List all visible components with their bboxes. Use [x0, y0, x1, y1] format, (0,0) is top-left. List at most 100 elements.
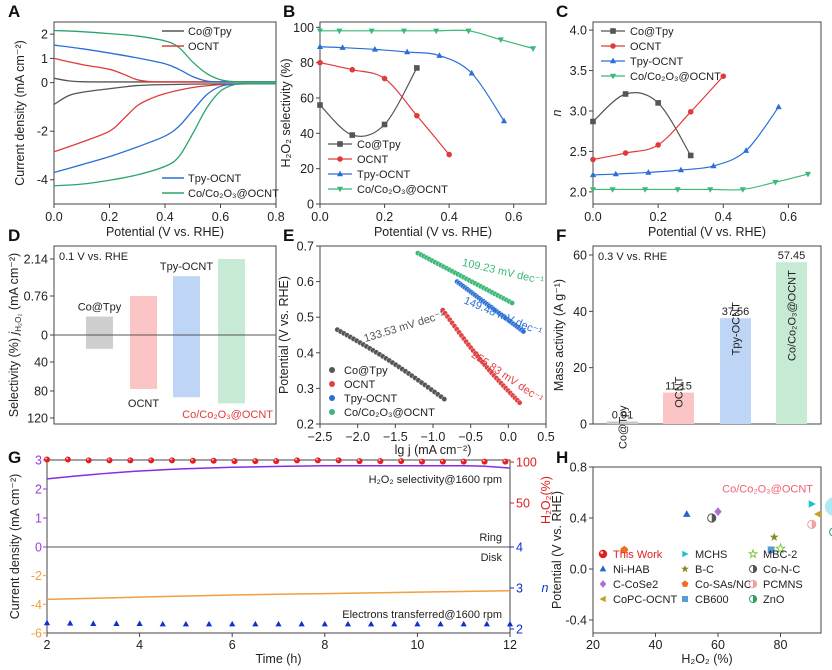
n-point: [414, 620, 421, 627]
x-tick-label: 0.0: [45, 210, 62, 224]
x-tick-label: 0.4: [715, 210, 732, 224]
ring-current-line: [46, 465, 511, 480]
legend-label: ZnO: [763, 594, 785, 606]
data-point: [381, 121, 388, 128]
right-y-tick-label: 2: [516, 623, 523, 637]
n-point: [182, 620, 189, 627]
legend-marker: [609, 73, 617, 80]
bar: [663, 392, 694, 424]
selectivity-point: [148, 457, 155, 464]
x-tick-label: 0.8: [267, 210, 284, 224]
y-tick-label: 4.0: [570, 24, 587, 38]
panel-d-chart: 2.14 0.76 0 40 80 120 0.1 V vs. RHE Co@Tpy OCNT T…: [7, 245, 277, 426]
selectivity-point: [210, 457, 217, 464]
data-point: [381, 75, 388, 82]
y-tick-label: 0: [41, 329, 48, 343]
series-line: [592, 92, 692, 156]
bar: [218, 259, 245, 404]
y-tick-label: 20: [573, 361, 587, 375]
bar: [607, 421, 638, 424]
data-point: [804, 171, 812, 178]
y-tick-label: 3: [35, 454, 42, 468]
y-axis-title: Potential (V vs. RHE): [550, 491, 564, 609]
data-point: [687, 108, 694, 115]
legend-marker: [329, 395, 335, 401]
category-label: Tpy-OCNT: [731, 302, 743, 355]
y-axis-title: Mass activity (A g⁻¹): [552, 279, 566, 391]
panel-label-e: E: [283, 226, 294, 245]
data-point: [813, 510, 822, 518]
y-tick-label: 3.5: [570, 64, 587, 78]
right-y-tick-label: 4: [516, 541, 523, 555]
n-point: [391, 620, 398, 627]
panel-f-chart: 0 20 40 60 Mass activity (A g⁻¹) 0.3 V vs. RH…: [552, 245, 822, 449]
y-tick-label: 0: [35, 541, 42, 555]
legend-label: MBC-2: [763, 549, 797, 561]
legend-label: B-C: [695, 564, 714, 576]
category-label: OCNT: [674, 376, 686, 407]
selectivity-point: [44, 456, 50, 463]
legend-marker: [682, 550, 689, 558]
selectivity-point-highlight: [316, 458, 319, 461]
legend-label: Co@Tpy: [344, 365, 388, 377]
plot-frame: [592, 466, 822, 634]
marker-outline: [829, 527, 832, 537]
n-point: [275, 620, 282, 627]
data-point: [446, 151, 452, 158]
selectivity-point: [189, 457, 196, 464]
data-point: [707, 513, 717, 523]
data-point: [622, 150, 629, 156]
series-line: [592, 173, 809, 191]
tafel-slope-label: 149.48 mV dec⁻¹: [462, 295, 544, 339]
y-tick-label: 40: [300, 127, 314, 141]
x-tick-label: 0.6: [505, 210, 522, 224]
selectivity-point-highlight: [336, 458, 339, 461]
tafel-slope-label: 255.83 mV dec⁻¹: [469, 349, 545, 406]
legend-marker: [598, 549, 608, 559]
panel-label-f: F: [556, 226, 566, 245]
x-tick-label: 12: [503, 638, 517, 652]
data-point: [769, 532, 779, 541]
x-tick-label: 0.0: [311, 210, 328, 224]
data-point: [339, 44, 346, 50]
x-tick-label: 0.2: [649, 210, 666, 224]
x-tick-label: 40: [649, 638, 663, 652]
disk-current-line: [46, 589, 511, 601]
selectivity-point-highlight: [378, 459, 381, 462]
y-tick-label: -2: [37, 125, 48, 139]
y-tick-label: 60: [300, 91, 314, 105]
y-tick-label: 0.3: [297, 382, 314, 396]
legend-marker: [610, 43, 616, 49]
selectivity-point-highlight: [357, 459, 360, 462]
legend-label: OCNT: [344, 379, 375, 391]
selectivity-point: [294, 457, 301, 464]
panel-e-chart: −2.5 −2.0 −1.5 −1.0 −0.5 0.0 0.5 0.2 0.3 0.4 0.5 0.…: [277, 240, 555, 458]
plot-frame: [592, 245, 822, 425]
y-tick-label: 2.14: [24, 253, 48, 267]
x-tick-label: 0.4: [156, 210, 173, 224]
bar-label: Co/Co₂O₃@OCNT: [182, 409, 273, 421]
series-line-disk: [53, 83, 277, 153]
data-point: [622, 91, 629, 97]
marker-half: [753, 580, 757, 588]
bar-label: Tpy-OCNT: [160, 261, 213, 273]
panel-label-d: D: [8, 226, 20, 245]
panel-label-a: A: [8, 2, 20, 21]
x-tick-label: 6: [229, 638, 236, 652]
y-axis-title: H₂O₂ selectivity (%): [279, 58, 293, 167]
x-axis-title: lg j (mA cm⁻²): [395, 443, 472, 457]
selectivity-point-highlight: [441, 459, 444, 462]
y-tick-label: 0.6: [297, 275, 314, 289]
data-point: [433, 28, 440, 35]
n-point: [344, 620, 352, 627]
n-point: [506, 620, 514, 627]
panel-label-c: C: [556, 2, 568, 21]
y-tick-label: 2.5: [570, 145, 587, 159]
x-axis-title: H₂O₂ (%): [681, 652, 732, 666]
x-tick-label: 10: [410, 638, 424, 652]
data-point: [807, 519, 817, 529]
selectivity-point-highlight: [461, 459, 464, 462]
legend-marker: [682, 596, 688, 602]
data-point: [589, 171, 597, 178]
